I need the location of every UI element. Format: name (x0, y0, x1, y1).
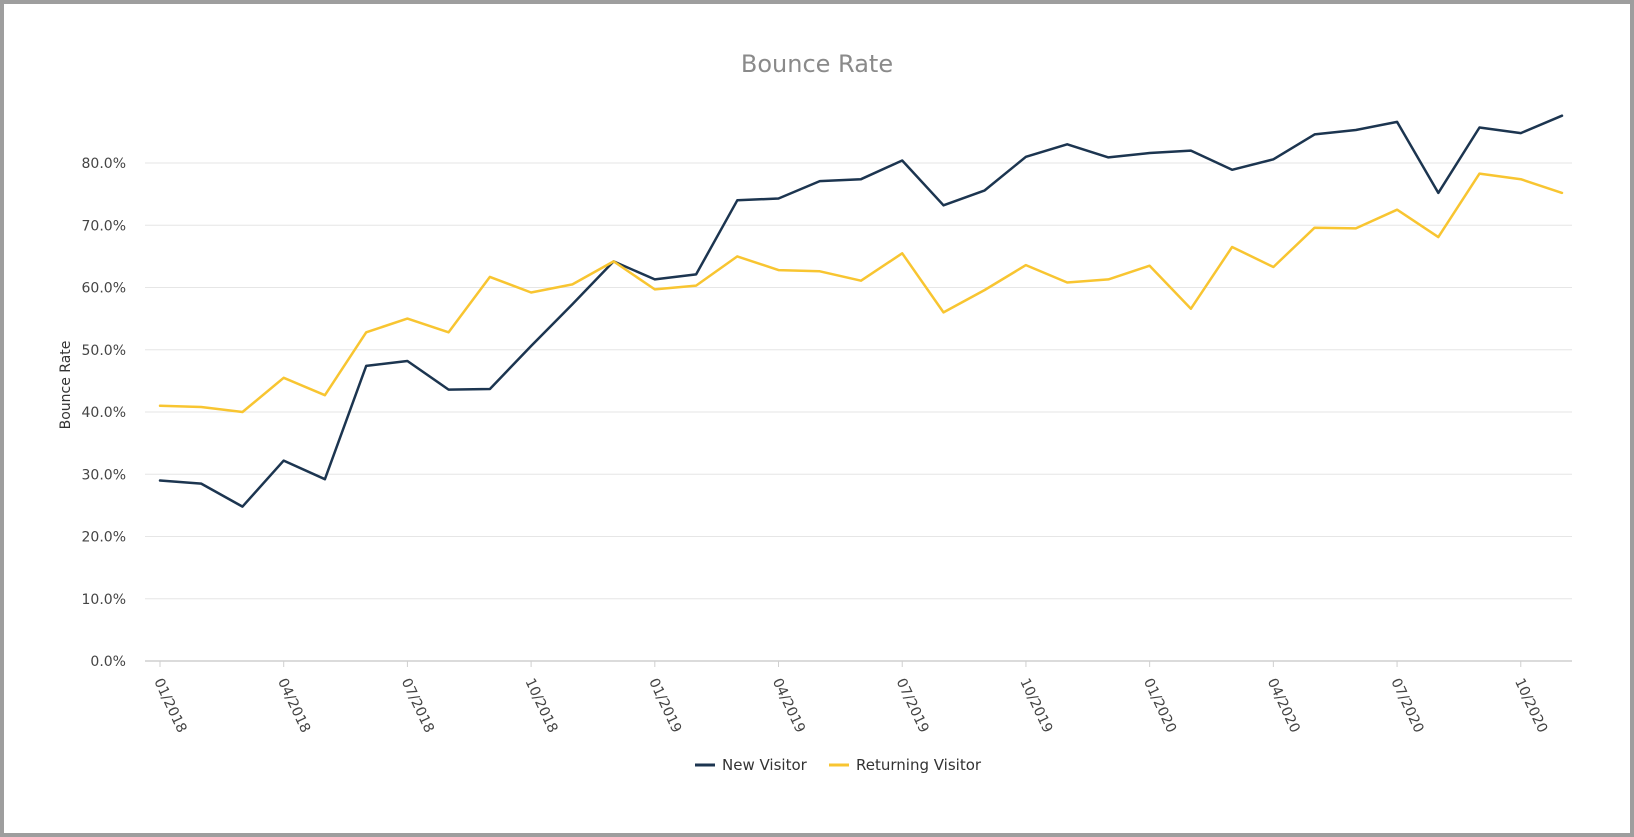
series-lines (158, 114, 1564, 508)
y-tick-label: 10.0% (82, 592, 126, 608)
chart-title: Bounce Rate (740, 50, 894, 78)
y-tick-label: 70.0% (82, 218, 126, 234)
y-tick-label: 0.0% (90, 654, 126, 670)
x-tick-label: 04/2020 (1264, 676, 1303, 735)
y-tick-label: 20.0% (82, 530, 126, 546)
y-tick-labels: 0.0% 10.0% 20.0% 30.0% 40.0% 50.0% 60.0% 70.0% 8… (82, 156, 126, 670)
legend-label-new-visitor[interactable]: New Visitor (722, 756, 808, 774)
legend: New Visitor Returning Visitor (695, 756, 982, 774)
x-tick-label: 07/2020 (1387, 676, 1426, 735)
y-tick-label: 60.0% (82, 281, 126, 297)
x-tick-label: 01/2020 (1140, 676, 1179, 735)
series-line-returning-visitor (158, 172, 1564, 414)
y-tick-label: 40.0% (82, 405, 126, 421)
x-tick-label: 04/2018 (274, 676, 313, 735)
x-tick-label: 10/2019 (1016, 676, 1055, 735)
x-tick-label: 10/2020 (1511, 676, 1550, 735)
grid-lines (145, 162, 1572, 662)
y-axis-label: Bounce Rate (58, 341, 74, 430)
y-tick-label: 50.0% (82, 343, 126, 359)
x-tick-label: 01/2018 (150, 676, 189, 735)
x-tick-label: 07/2018 (398, 676, 437, 735)
y-tick-label: 30.0% (82, 467, 126, 483)
x-tick-label: 01/2019 (645, 676, 684, 735)
x-tick-label: 04/2019 (769, 676, 808, 735)
y-tick-label: 80.0% (82, 156, 126, 172)
x-tick-label: 07/2019 (893, 676, 932, 735)
x-tick-label: 10/2018 (521, 676, 560, 735)
series-line-new-visitor (158, 114, 1564, 508)
x-tick-labels: 01/2018 04/2018 07/2018 10/2018 01/2019 04/20… (150, 661, 1550, 735)
legend-label-returning-visitor[interactable]: Returning Visitor (856, 756, 982, 774)
